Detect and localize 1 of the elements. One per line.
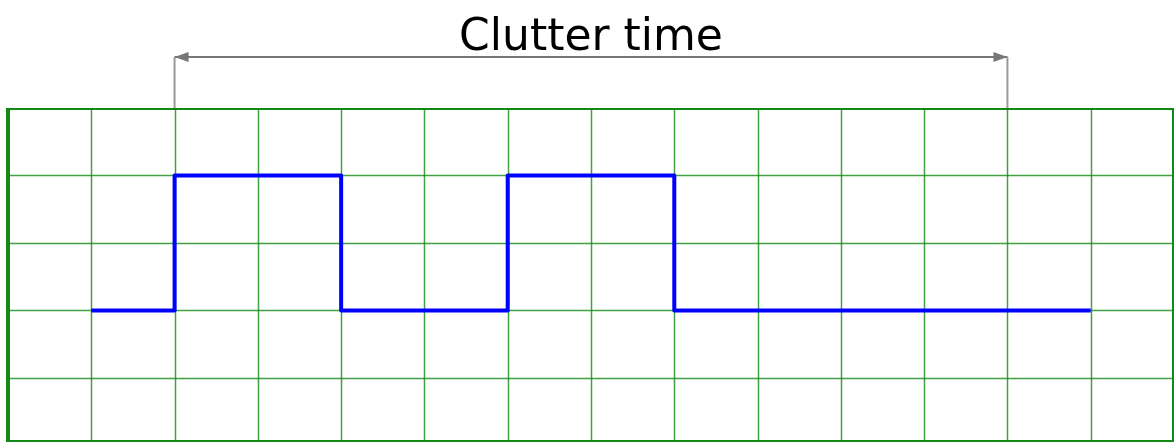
text: Clutter time	[459, 9, 723, 60]
